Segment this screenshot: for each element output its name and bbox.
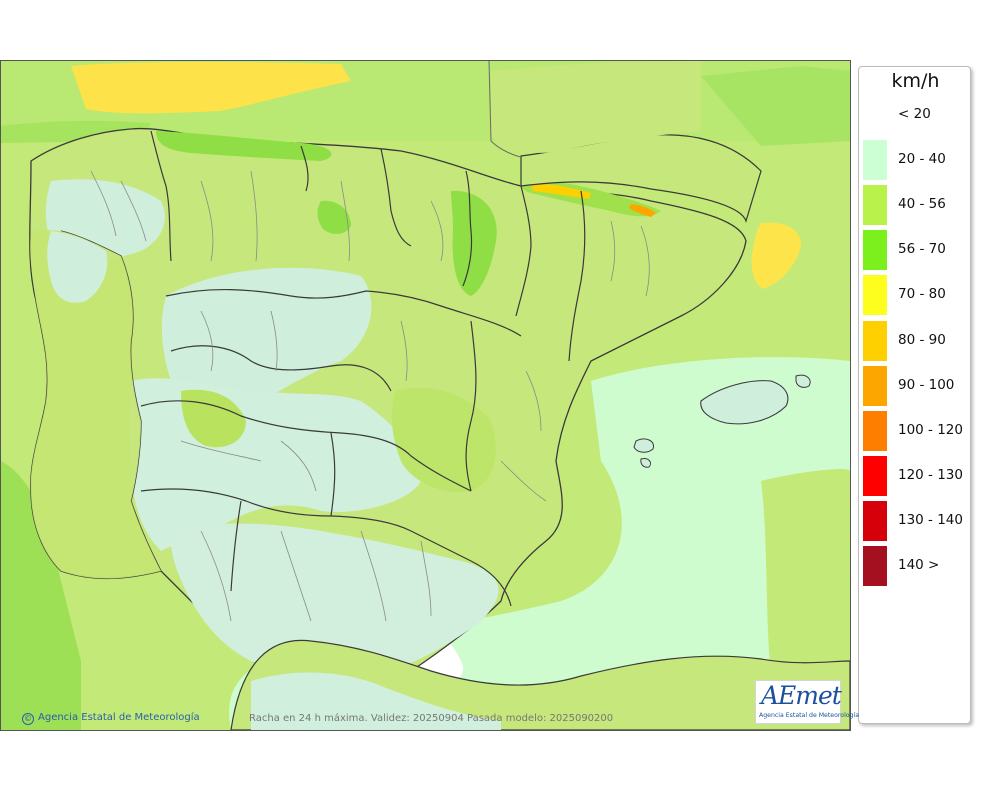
legend-swatch: [863, 455, 887, 496]
legend-label: 130 - 140: [898, 511, 963, 528]
legend-label: 70 - 80: [898, 286, 946, 303]
legend-label: < 20: [898, 106, 931, 122]
legend-swatch: [863, 185, 887, 226]
legend-label: 56 - 70: [898, 241, 946, 258]
legend-unit: km/h: [891, 70, 940, 92]
pyrenees-strong-gust-patch: [531, 183, 591, 199]
legend-swatch: [863, 320, 887, 361]
portugal-land: [30, 230, 161, 579]
biscay-strong-gust-area: [71, 61, 351, 114]
legend-item: 70 - 80: [863, 275, 971, 316]
legend-label: 80 - 90: [898, 331, 946, 348]
portugal-north-low-gust-zone: [47, 231, 108, 303]
legend-item: 56 - 70: [863, 230, 971, 271]
province-borders: [90, 170, 650, 622]
legend-item: < 20: [863, 95, 971, 135]
legend-item: 140 >: [863, 546, 971, 586]
copyright-icon: ©: [22, 713, 34, 725]
legend-label: 120 - 130: [898, 466, 963, 483]
central-low-gust-zone: [161, 267, 372, 403]
wind-legend: km/h < 20 20 - 40 40 - 56 56 - 70 70 - 80 80 …: [858, 66, 971, 724]
interior-mid-gust-zone: [181, 389, 246, 448]
mallorca-island: [700, 380, 789, 425]
south-low-gust-zone: [170, 523, 499, 681]
ibiza-island: [633, 438, 655, 453]
legend-item: 100 - 120: [863, 410, 971, 451]
north-africa-low-gust-zone: [251, 672, 501, 730]
map-canvas: [1, 61, 850, 730]
formentera-island: [640, 458, 652, 468]
legend-item: 20 - 40: [863, 140, 971, 181]
map-caption: Racha en 24 h máxima. Validez: 20250904 …: [249, 713, 614, 724]
france-coastline: [488, 61, 522, 158]
legend-item: 90 - 100: [863, 365, 971, 406]
legend-swatch: [863, 275, 887, 316]
france-north-land: [491, 61, 701, 153]
legend-swatch: [863, 546, 887, 586]
legend-label: 90 - 100: [898, 376, 955, 393]
legend-label: 20 - 40: [898, 151, 946, 168]
aemet-logo-subtitle: Agencia Estatal de Meteorología: [759, 712, 860, 719]
menorca-island: [795, 374, 811, 388]
agency-credit: © Agencia Estatal de Meteorología: [22, 712, 200, 725]
mediterranean-strong-gust-patch: [751, 222, 801, 289]
agency-credit-text: Agencia Estatal de Meteorología: [38, 712, 200, 723]
legend-swatch: [863, 500, 887, 541]
legend-item: 130 - 140: [863, 500, 971, 541]
legend-item: 40 - 56: [863, 185, 971, 226]
aemet-logo: AEmet Agencia Estatal de Meteorología: [755, 680, 859, 724]
atlantic-gust-band: [1, 461, 81, 730]
legend-item: 80 - 90: [863, 320, 971, 361]
legend-swatch: [863, 140, 887, 181]
legend-swatch: [863, 95, 887, 135]
sea-gust-band: [701, 66, 850, 146]
legend-swatch: [863, 365, 887, 406]
north-strong-gust-band: [156, 131, 332, 161]
interior-mid-gust-zone: [391, 387, 496, 492]
community-borders: [140, 130, 586, 607]
pyrenees-strong-gust-patch: [629, 204, 656, 217]
wind-gust-map: [0, 60, 851, 731]
legend-label: 40 - 56: [898, 196, 946, 213]
ebro-strong-gust-zone: [451, 190, 497, 296]
aemet-logo-wordmark: AEmet: [761, 681, 842, 710]
interior-strong-gust-patch: [317, 200, 351, 234]
legend-swatch: [863, 230, 887, 271]
legend-label: 140 >: [898, 557, 940, 573]
legend-item: 120 - 130: [863, 455, 971, 496]
legend-swatch: [863, 410, 887, 451]
legend-label: 100 - 120: [898, 421, 963, 438]
